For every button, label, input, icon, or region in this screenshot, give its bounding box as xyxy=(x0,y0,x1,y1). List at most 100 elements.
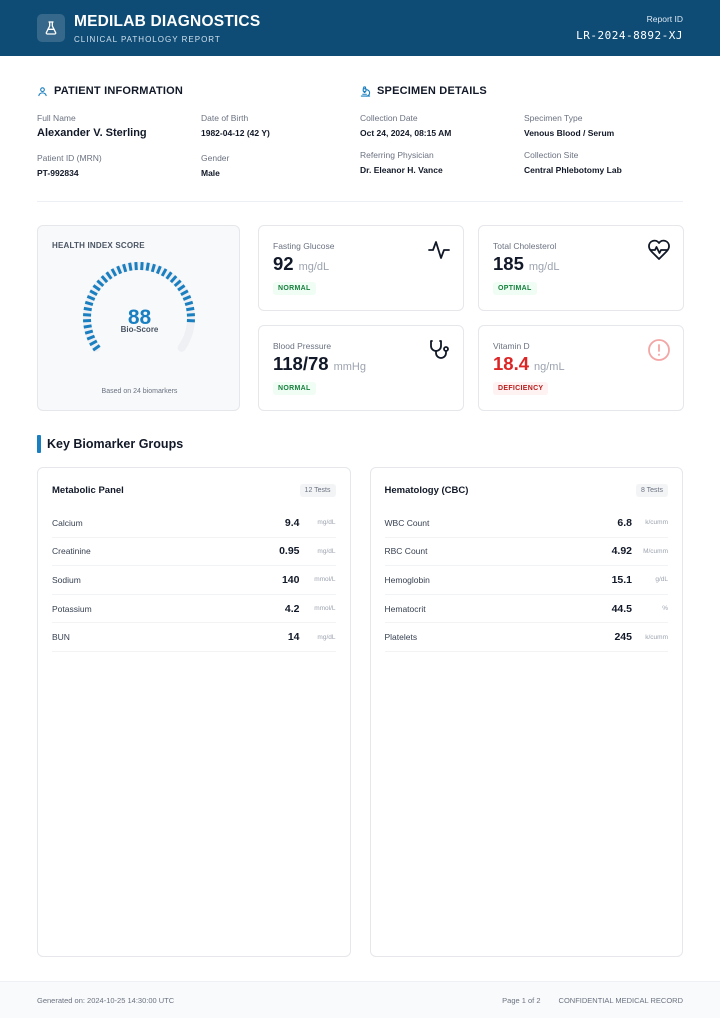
biomarker-groups-heading: Key Biomarker Groups xyxy=(37,435,683,453)
biomarker-value: 15.1 xyxy=(611,573,632,586)
gauge-tick xyxy=(84,329,94,335)
biomarker-list: WBC Count 6.8 k/cumm RBC Count 4.92 M/cu… xyxy=(384,509,668,652)
patient-fields: Full Name Alexander V. Sterling Date of … xyxy=(37,113,360,178)
biomarker-list: Calcium 9.4 mg/dL Creatinine 0.95 mg/dL … xyxy=(52,509,336,652)
metric-value: 185 xyxy=(493,253,524,274)
section-divider xyxy=(37,201,683,202)
report-id-block: Report ID LR-2024-8892-XJ xyxy=(576,14,683,42)
specimen-type-value: Venous Blood / Serum xyxy=(524,128,615,138)
metric-value: 118/78 xyxy=(273,353,329,374)
test-count-badge: 12 Tests xyxy=(299,483,336,497)
dob-value: 1982-04-12 (42 Y) xyxy=(201,128,270,138)
gauge-tick xyxy=(92,344,101,352)
panel-header: Hematology (CBC) 8 Tests xyxy=(385,483,668,497)
gauge-tick xyxy=(86,334,96,341)
test-count-badge: 8 Tests xyxy=(635,483,668,497)
metric-reading: 118/78 mmHg xyxy=(273,353,366,375)
biomarker-name: Creatinine xyxy=(52,546,91,557)
footer-meta: Page 1 of 2 CONFIDENTIAL MEDICAL RECORD xyxy=(502,996,683,1005)
pulse-icon xyxy=(428,241,450,259)
biomarker-value: 4.92 xyxy=(611,545,632,558)
health-index-label: Bio-Score xyxy=(120,325,159,334)
gauge-tick xyxy=(89,339,98,347)
collection-date-value: Oct 24, 2024, 08:15 AM xyxy=(360,128,452,138)
collection-date-field: Collection Date Oct 24, 2024, 08:15 AM xyxy=(360,113,524,138)
gauge-tick xyxy=(186,306,195,312)
physician-field: Referring Physician Dr. Eleanor H. Vance xyxy=(360,150,524,175)
gauge-tick xyxy=(150,263,156,273)
biomarker-value: 14 xyxy=(287,631,300,644)
alert-circle-icon xyxy=(648,339,670,361)
status-badge: NORMAL xyxy=(273,282,316,295)
metric-reading: 185 mg/dL xyxy=(493,253,559,275)
biomarker-value: 6.8 xyxy=(617,516,632,529)
status-badge: NORMAL xyxy=(273,382,316,395)
full-name-value: Alexander V. Sterling xyxy=(37,127,147,139)
biomarker-value: 0.95 xyxy=(279,545,300,558)
microscope-icon xyxy=(360,85,371,97)
field-label: Collection Date xyxy=(360,113,418,123)
biomarker-groups-title: Key Biomarker Groups xyxy=(47,437,184,451)
health-index-value: 88 xyxy=(127,306,152,329)
gauge-tick xyxy=(177,284,186,292)
info-section: PATIENT INFORMATION Full Name Alexander … xyxy=(0,84,720,178)
metric-value: 18.4 xyxy=(493,353,530,374)
field-label: Full Name xyxy=(37,113,76,123)
collection-site-value: Central Phlebotomy Lab xyxy=(524,165,622,175)
metric-reading: 18.4 ng/mL xyxy=(493,353,565,375)
field-label: Patient ID (MRN) xyxy=(37,153,102,163)
patient-section-title: PATIENT INFORMATION xyxy=(37,84,360,98)
biomarker-unit: mg/dL xyxy=(317,519,336,527)
biomarker-unit: g/dL xyxy=(655,576,668,584)
specimen-type-field: Specimen Type Venous Blood / Serum xyxy=(524,113,688,138)
panel-header: Metabolic Panel 12 Tests xyxy=(52,483,336,497)
gauge-tick xyxy=(96,279,105,288)
biomarker-row: Creatinine 0.95 mg/dL xyxy=(52,538,336,567)
metric-unit: mg/dL xyxy=(528,261,560,273)
collection-site-field: Collection Site Central Phlebotomy Lab xyxy=(524,150,688,175)
metric-label: Vitamin D xyxy=(493,341,530,351)
gauge-tick xyxy=(110,268,118,277)
field-label: Specimen Type xyxy=(524,113,583,123)
status-badge: DEFICIENCY xyxy=(493,382,549,395)
generated-timestamp: Generated on: 2024-10-25 14:30:00 UTC xyxy=(37,995,175,1005)
dob-field: Date of Birth 1982-04-12 (42 Y) xyxy=(201,113,365,139)
gauge-tick xyxy=(184,300,194,306)
hematology-panel: Hematology (CBC) 8 Tests WBC Count 6.8 k… xyxy=(369,467,683,957)
patient-information: PATIENT INFORMATION Full Name Alexander … xyxy=(37,84,360,178)
biomarker-value: 245 xyxy=(614,631,632,644)
biomarker-unit: mmol/L xyxy=(314,576,336,584)
biomarker-unit: M/cumm xyxy=(643,547,668,555)
metric-unit: mmHg xyxy=(333,361,366,373)
mrn-value: PT-992834 xyxy=(37,168,79,178)
full-name-field: Full Name Alexander V. Sterling xyxy=(37,113,201,139)
gauge-tick xyxy=(89,289,98,296)
metric-label: Fasting Glucose xyxy=(273,241,335,251)
health-index-title: HEALTH INDEX SCORE xyxy=(52,241,145,250)
user-icon xyxy=(38,86,47,96)
biomarker-row: Hematocrit 44.5 % xyxy=(384,595,668,624)
biomarker-name: WBC Count xyxy=(384,517,430,528)
biomarker-row: Hemoglobin 15.1 g/dL xyxy=(384,566,668,595)
biomarker-row: RBC Count 4.92 M/cumm xyxy=(384,538,668,567)
gauge-tick xyxy=(155,265,162,275)
field-label: Collection Site xyxy=(524,150,579,160)
status-badge: OPTIMAL xyxy=(493,282,537,295)
metric-unit: mg/dL xyxy=(298,261,330,273)
fasting-glucose-card: Fasting Glucose 92 mg/dL NORMAL xyxy=(258,225,464,311)
stethoscope-icon xyxy=(430,340,449,359)
specimen-details: SPECIMEN DETAILS Collection Date Oct 24,… xyxy=(360,84,683,178)
gauge-tick xyxy=(145,262,150,271)
health-index-card: HEALTH INDEX SCORE 88 Bio-Score Based on… xyxy=(37,225,240,411)
report-id-label: Report ID xyxy=(646,14,683,24)
report-header: MEDILAB DIAGNOSTICS CLINICAL PATHOLOGY R… xyxy=(0,0,720,56)
brand: MEDILAB DIAGNOSTICS CLINICAL PATHOLOGY R… xyxy=(74,13,260,44)
metric-reading: 92 mg/dL xyxy=(273,253,329,275)
biomarker-name: Hematocrit xyxy=(384,603,426,614)
biomarker-name: Hemoglobin xyxy=(384,574,430,585)
biomarker-unit: mmol/L xyxy=(314,605,336,613)
field-label: Date of Birth xyxy=(201,113,249,123)
summary-cards: HEALTH INDEX SCORE 88 Bio-Score Based on… xyxy=(37,225,684,411)
brand-name: MEDILAB DIAGNOSTICS xyxy=(74,12,261,30)
mrn-field: Patient ID (MRN) PT-992834 xyxy=(37,153,201,178)
